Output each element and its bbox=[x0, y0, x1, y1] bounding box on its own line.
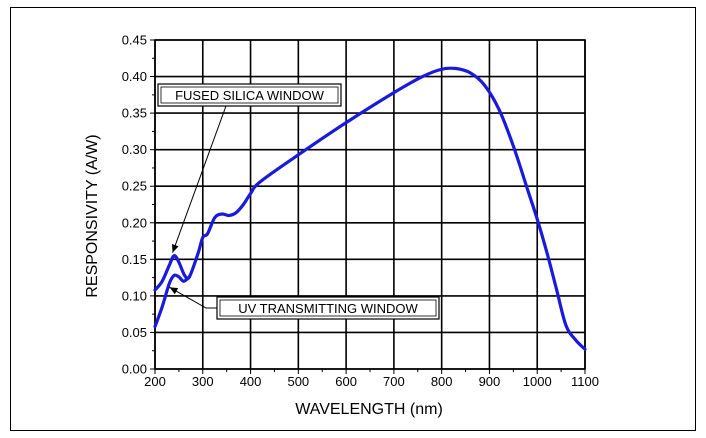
x-tick-label: 200 bbox=[144, 374, 166, 389]
series-layer bbox=[153, 66, 587, 351]
x-axis-title: WAVELENGTH (nm) bbox=[295, 401, 443, 418]
uv-transmitting-series-line bbox=[153, 273, 191, 329]
x-tick-label: 1000 bbox=[523, 374, 552, 389]
y-tick-label: 0.15 bbox=[122, 252, 147, 267]
x-tick-label: 600 bbox=[335, 374, 357, 389]
uv-transmitting-leader-line bbox=[169, 286, 217, 309]
ticks: 200 300 400 500 600 700 800 900 1000 1100 0.00 0.05… bbox=[122, 33, 599, 390]
fused-silica-callout-label: FUSED SILICA WINDOW bbox=[175, 88, 325, 103]
x-tick-label: 1100 bbox=[571, 374, 599, 389]
x-tick-label: 500 bbox=[287, 374, 309, 389]
y-tick-label: 0.25 bbox=[122, 179, 147, 194]
y-tick-label: 0.10 bbox=[122, 288, 147, 303]
callouts: FUSED SILICA WINDOW UV TRANSMITTING WINDO… bbox=[157, 83, 440, 320]
fused-silica-callout-box bbox=[157, 83, 342, 107]
y-tick-label: 0.45 bbox=[122, 33, 147, 48]
x-tick-label: 400 bbox=[240, 374, 262, 389]
x-tick-label: 700 bbox=[383, 374, 405, 389]
uv-transmitting-arrowhead bbox=[169, 287, 179, 295]
y-tick-label: 0.00 bbox=[122, 362, 147, 377]
uv-transmitting-callout-label: UV TRANSMITTING WINDOW bbox=[238, 301, 418, 316]
y-tick-label: 0.35 bbox=[122, 106, 147, 121]
fused-silica-callout-inner-border bbox=[160, 86, 339, 104]
x-tick-label: 800 bbox=[431, 374, 453, 389]
x-tick-label: 300 bbox=[192, 374, 214, 389]
chart-frame bbox=[10, 7, 696, 431]
y-tick-label: 0.20 bbox=[122, 215, 147, 230]
fused-silica-arrowhead bbox=[171, 243, 179, 253]
x-tick-label: 900 bbox=[479, 374, 501, 389]
uv-transmitting-callout-inner-border bbox=[219, 299, 437, 317]
y-tick-label: 0.05 bbox=[122, 325, 147, 340]
fused-silica-leader-line bbox=[172, 105, 227, 253]
y-axis-title: RESPONSIVITY (A/W) bbox=[84, 134, 101, 297]
y-tick-label: 0.40 bbox=[122, 69, 147, 84]
y-tick-label: 0.30 bbox=[122, 142, 147, 157]
